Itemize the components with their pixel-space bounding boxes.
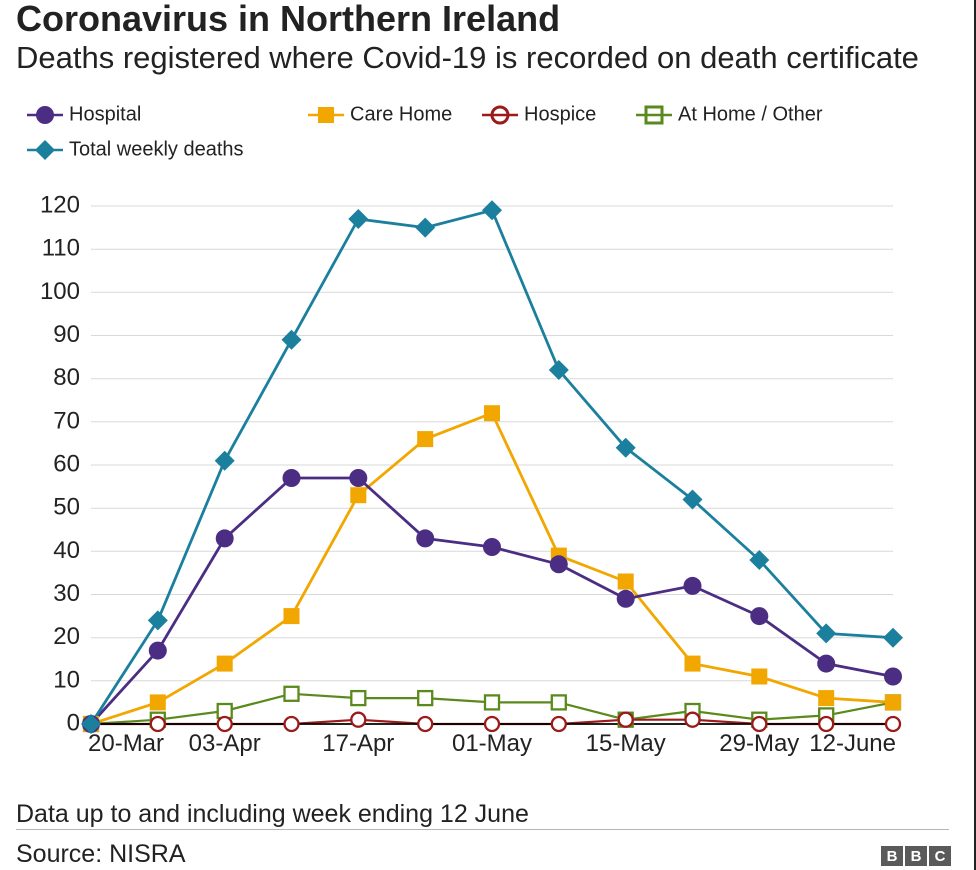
svg-text:17-Apr: 17-Apr	[322, 730, 394, 757]
svg-text:0: 0	[67, 710, 80, 737]
svg-text:20-Mar: 20-Mar	[88, 730, 164, 757]
svg-text:110: 110	[42, 235, 80, 262]
svg-text:40: 40	[53, 537, 80, 564]
svg-text:01-May: 01-May	[452, 730, 532, 757]
svg-text:12-June: 12-June	[809, 730, 896, 757]
svg-text:100: 100	[40, 278, 80, 305]
svg-text:60: 60	[53, 451, 80, 478]
svg-text:80: 80	[53, 364, 80, 391]
svg-text:10: 10	[53, 666, 80, 693]
svg-text:15-May: 15-May	[586, 730, 666, 757]
svg-text:90: 90	[53, 321, 80, 348]
svg-text:70: 70	[53, 407, 80, 434]
svg-text:50: 50	[53, 494, 80, 521]
svg-text:120: 120	[40, 192, 80, 219]
svg-text:03-Apr: 03-Apr	[189, 730, 261, 757]
svg-text:29-May: 29-May	[719, 730, 799, 757]
svg-text:20: 20	[53, 623, 80, 650]
svg-text:30: 30	[53, 580, 80, 607]
